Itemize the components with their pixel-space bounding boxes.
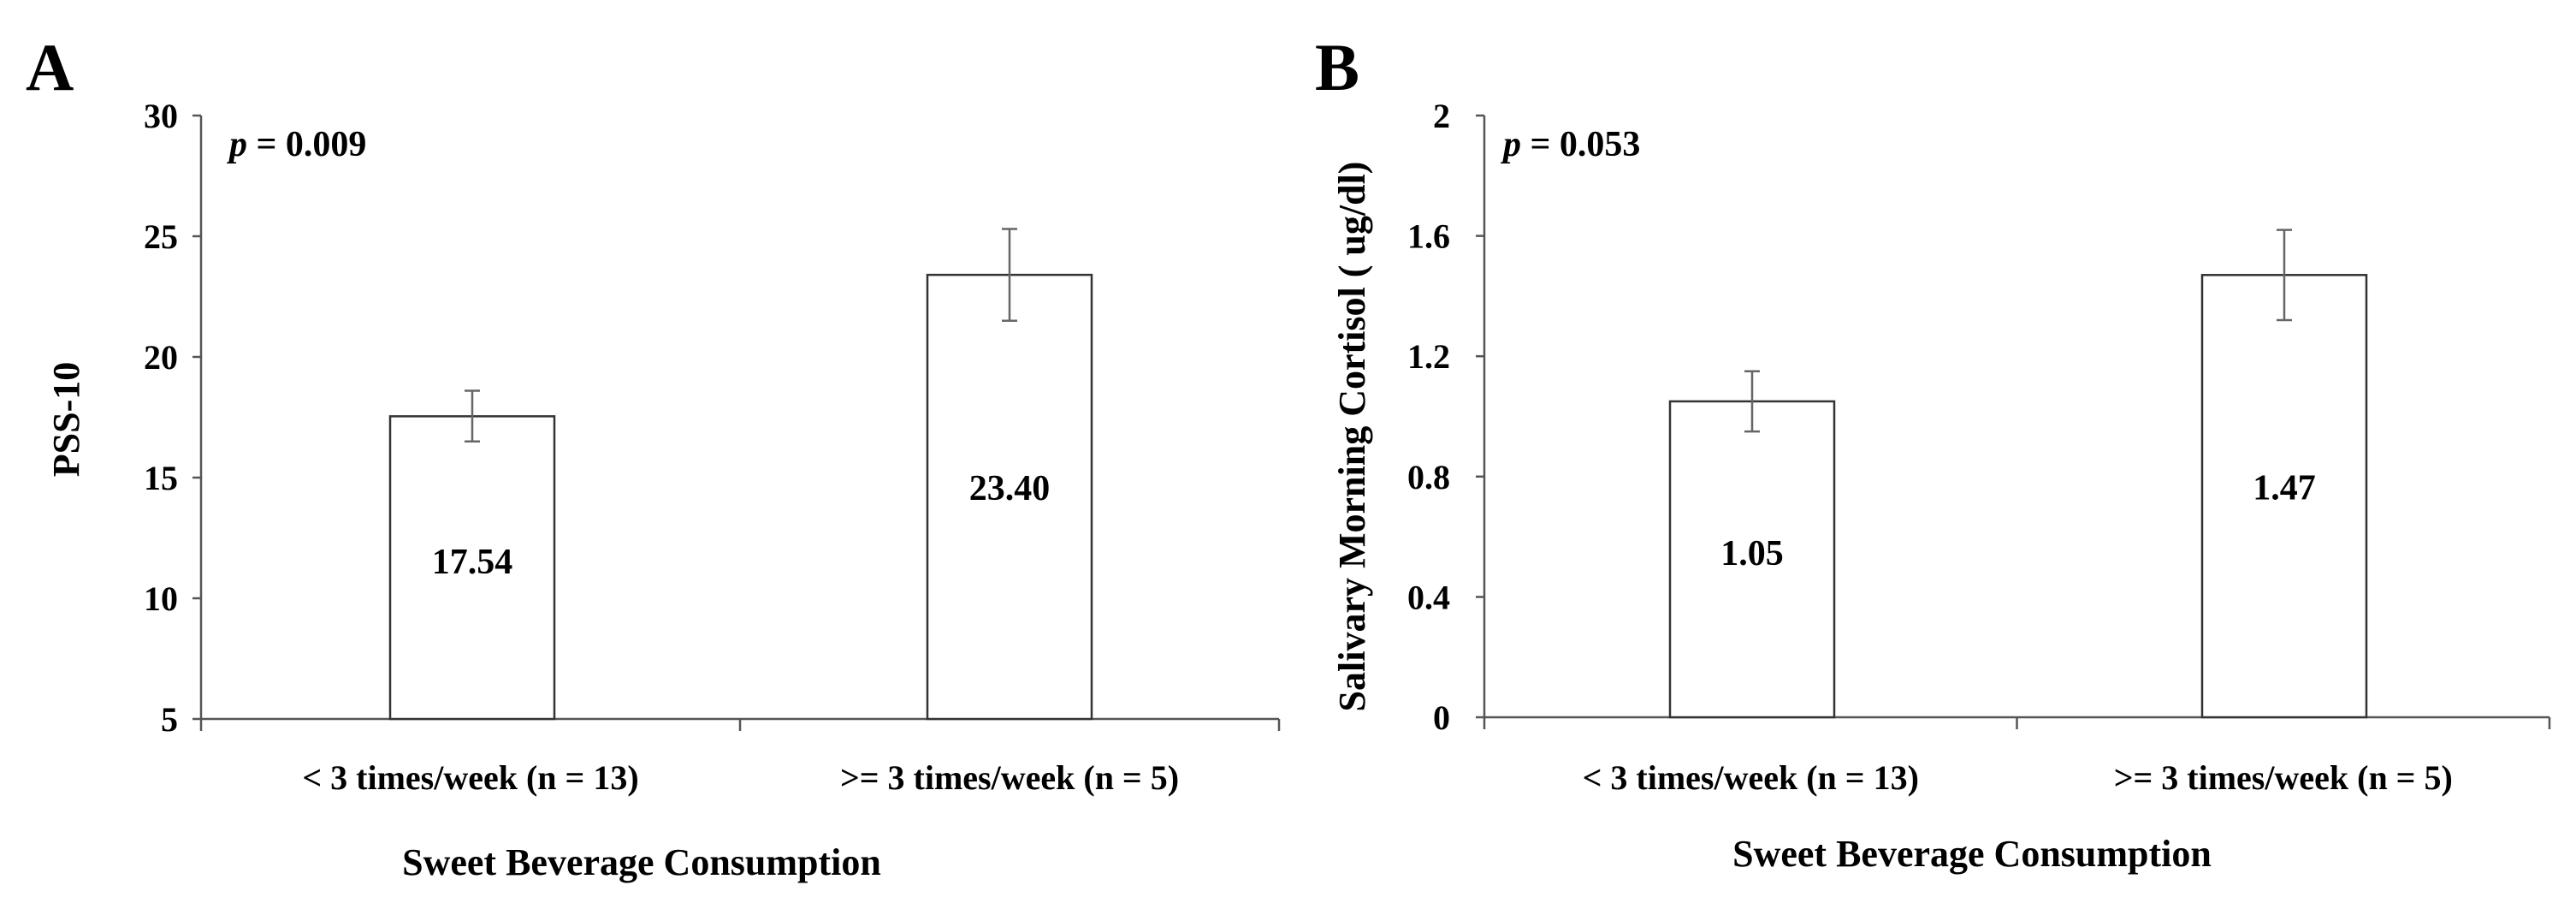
x-axis-title: Sweet Beverage Consumption bbox=[1732, 833, 2212, 875]
y-tick-label: 5 bbox=[161, 700, 178, 739]
bar-1 bbox=[388, 415, 556, 721]
data-label-2: 1.47 bbox=[2253, 468, 2316, 508]
y-axis-title: PSS-10 bbox=[45, 362, 87, 477]
y-tick-label: 1.6 bbox=[1407, 217, 1450, 256]
y-axis-title: Salivary Morning Cortisol ( ug/dl) bbox=[1331, 162, 1373, 712]
y-tick-label: 10 bbox=[144, 579, 178, 618]
p-value-symbol: p bbox=[1501, 125, 1521, 164]
y-tick-label: 0.4 bbox=[1407, 578, 1450, 616]
p-value-annotation: p = 0.009 bbox=[227, 125, 366, 164]
panel-letter: A bbox=[26, 30, 74, 104]
x-category-label-1: < 3 times/week (n = 13) bbox=[302, 758, 638, 797]
x-category-label-1: < 3 times/week (n = 13) bbox=[1583, 758, 1919, 797]
chart-panel-a: A 5 10 15 20 25 30 17.54 < 3 times/week (n = 13)… bbox=[26, 30, 1281, 883]
y-tick-label: 0.8 bbox=[1407, 458, 1450, 496]
y-tick-label: 30 bbox=[144, 97, 178, 135]
panel-letter: B bbox=[1315, 30, 1359, 104]
p-value-text: = 0.053 bbox=[1521, 125, 1640, 164]
x-axis-title: Sweet Beverage Consumption bbox=[402, 841, 881, 883]
p-value-annotation: p = 0.053 bbox=[1501, 125, 1640, 164]
y-tick-label: 15 bbox=[144, 459, 178, 497]
bar-1 bbox=[1668, 400, 1836, 719]
x-category-label-2: >= 3 times/week (n = 5) bbox=[2114, 758, 2453, 797]
data-label-2: 23.40 bbox=[969, 469, 1051, 508]
x-category-label-2: >= 3 times/week (n = 5) bbox=[840, 758, 1179, 797]
y-tick-label: 1.2 bbox=[1407, 337, 1450, 376]
p-value-text: = 0.009 bbox=[247, 125, 366, 164]
bar-2 bbox=[2200, 274, 2368, 719]
y-tick-label: 0 bbox=[1433, 698, 1450, 737]
data-label-1: 1.05 bbox=[1720, 534, 1784, 573]
y-tick-label: 2 bbox=[1433, 97, 1450, 135]
p-value-symbol: p bbox=[227, 125, 247, 164]
y-tick-label: 25 bbox=[144, 217, 178, 256]
y-tick-label: 20 bbox=[144, 338, 178, 377]
data-label-1: 17.54 bbox=[432, 543, 513, 582]
bar-2 bbox=[926, 273, 1093, 721]
chart-panel-b: B 0 0.4 0.8 1.2 1.6 2 1.05 < 3 times/week (n = 1… bbox=[1315, 30, 2551, 875]
